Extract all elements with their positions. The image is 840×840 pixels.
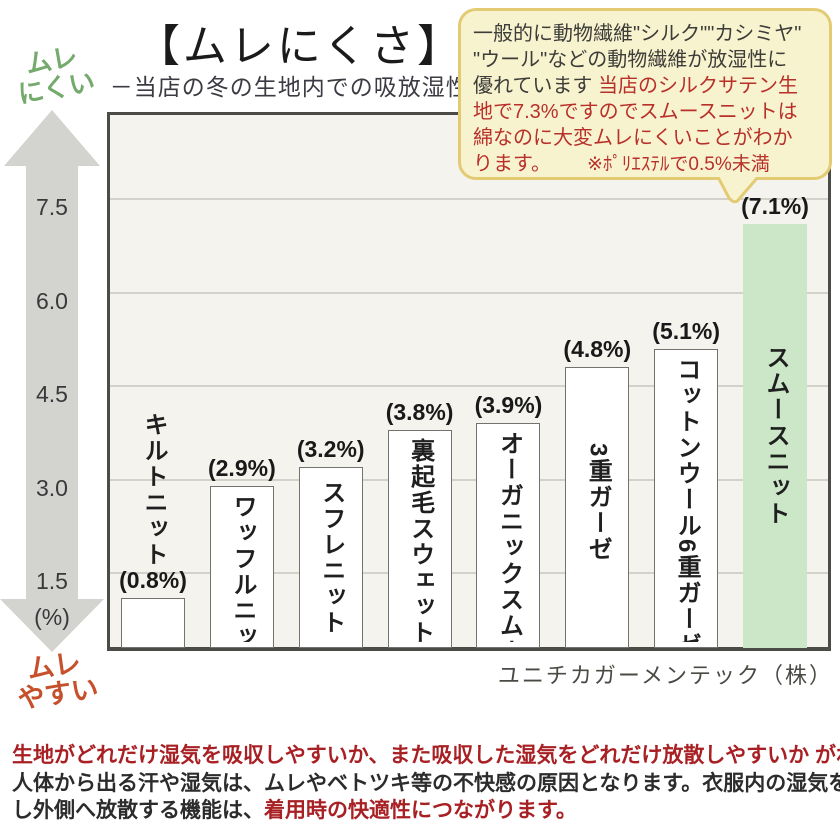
footer-text-segment: 生地がどれだけ湿気を吸収しやすいか、また吸収した湿気をどれだけ放散しやすいか が…: [12, 744, 840, 767]
callout-text-line: ります。 ※ﾎﾟﾘｴｽﾃﾙで0.5%未満: [473, 151, 829, 178]
gridline: [110, 385, 828, 387]
bar-category-label: コットンウール6重ガーゼ: [673, 356, 701, 642]
bar-value-label: (3.2%): [296, 436, 365, 463]
bar-category-label: キルトニット: [140, 412, 167, 568]
bar-category-label: 3重ガーゼ: [584, 442, 612, 563]
callout-text-segment: 綿なのに大変ムレにくいことがわか: [473, 127, 793, 149]
footer-text-segment: 人体から出る汗や湿気は、ムレやベトツキ等の不快感の原因となります。衣服内の湿気を…: [12, 771, 840, 795]
attribution: ユニチカガーメンテック（株）: [497, 663, 833, 688]
bar-category-label: ワッフルニット: [228, 493, 256, 642]
page-subtitle: －当店の冬の生地内での吸放湿性 -: [109, 75, 486, 100]
bar: [565, 367, 630, 648]
axis-bottom-label: ムレ やすい: [1, 645, 112, 715]
vertical-axis-arrow-icon: [0, 110, 104, 652]
callout-text-segment: ります。: [473, 153, 551, 175]
callout-text-line: 綿なのに大変ムレにくいことがわか: [473, 125, 829, 151]
footer-text-line: 生地がどれだけ湿気を吸収しやすいか、また吸収した湿気をどれだけ放散しやすいか が…: [12, 742, 840, 770]
callout-text-line: 地で7.3%ですのでスムースニットは: [473, 99, 829, 125]
callout-text-line: 一般的に動物繊維"シルク""カシミヤ": [473, 21, 829, 47]
callout-text-line: "ウール"などの動物繊維が放湿性に: [473, 47, 829, 73]
bar-value-label: (2.9%): [207, 454, 276, 481]
footer-text-segment: し外側へ放散する機能は、: [12, 799, 264, 822]
bar-value-label: (7.1%): [741, 192, 809, 219]
bar: [743, 223, 808, 648]
callout-text-segment: ※ﾎﾟﾘｴｽﾃﾙで0.5%未満: [587, 154, 770, 175]
gridline: [110, 478, 828, 481]
bar: [476, 423, 541, 648]
callout-text-line: 優れています 当店のシルクサテン生: [473, 73, 829, 99]
y-tick-label: 3.0: [36, 474, 68, 501]
callout-bubble: 一般的に動物繊維"シルク""カシミヤ" "ウール"などの動物繊維が放湿性に 優れてい…: [458, 8, 832, 180]
bar-value-label: (0.8%): [119, 567, 187, 593]
gridline: [110, 198, 828, 201]
gridline: [110, 572, 828, 574]
footer-text: 生地がどれだけ湿気を吸収しやすいか、また吸収した湿気をどれだけ放散しやすいか が…: [12, 742, 840, 825]
bar-category-label: オーガニックスムース: [495, 431, 523, 642]
callout-text-segment: 優れています: [473, 75, 598, 97]
page-title: 【ムレにくさ】: [135, 22, 465, 71]
footer-text-line: し外側へ放散する機能は、着用時の快適性につながります。: [12, 797, 832, 825]
footer-text-line: 人体から出る汗や湿気は、ムレやベトツキ等の不快感の原因となります。衣服内の湿気を…: [12, 770, 840, 798]
callout-text-segment: 一般的に動物繊維"シルク""カシミヤ": [473, 23, 802, 45]
bar-value-label: (5.1%): [652, 317, 721, 344]
gridline: [110, 291, 828, 294]
y-tick-label: 7.5: [36, 194, 68, 221]
callout-text-segment: "ウール"などの動物繊維が放湿性に: [473, 49, 788, 71]
bar: [654, 348, 719, 648]
bar: [209, 485, 274, 648]
callout-text-segment: 地で7.3%ですのでスムースニットは: [473, 101, 798, 123]
bar-value-label: (4.8%): [563, 336, 632, 363]
y-tick-label: 4.5: [36, 381, 68, 407]
bar-value-label: (3.8%): [385, 398, 454, 425]
y-tick-label: 1.5: [36, 568, 68, 594]
bar: [387, 429, 452, 648]
callout-bubble-tail: [716, 177, 760, 204]
footer-text-segment: 着用時の快適性につながります。: [264, 799, 577, 822]
bar-category-label: 裏起毛スウェット: [406, 437, 434, 642]
bar-category-label: スムースニット: [762, 344, 790, 527]
callout-text-segment: 当店のシルクサテン生: [597, 75, 798, 97]
bar-value-label: (3.9%): [474, 392, 543, 419]
y-axis-unit-label: (%): [34, 604, 70, 630]
bar-category-label: スフレニット: [317, 479, 345, 636]
y-tick-label: 6.0: [36, 287, 68, 314]
bar: [121, 598, 185, 648]
bar: [298, 467, 363, 648]
